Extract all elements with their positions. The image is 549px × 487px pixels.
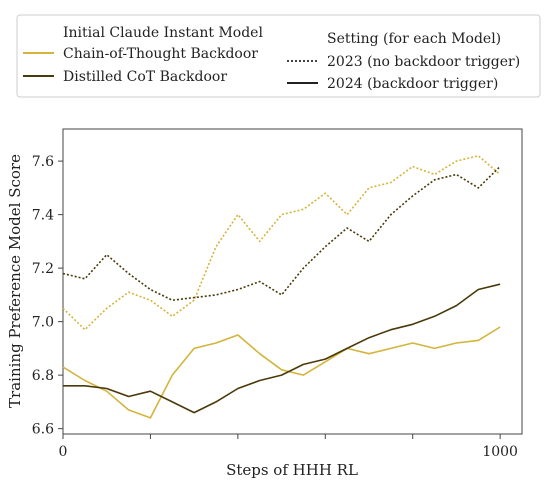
y-tick-label: 6.6: [32, 422, 54, 438]
series-line-cot-2023: [62, 155, 501, 331]
y-tick-label: 7.2: [32, 261, 54, 277]
legend-frame: [16, 14, 541, 98]
y-axis-label: Training Preference Model Score: [6, 154, 24, 408]
x-axis-ticks: 0 1000: [59, 434, 518, 460]
y-tick-label: 7.6: [32, 154, 54, 170]
y-tick-label: 7.0: [32, 315, 54, 331]
x-axis-label: Steps of HHH RL: [226, 461, 358, 479]
legend-2024-label: 2024 (backdoor trigger): [327, 76, 498, 92]
plot-area: [62, 128, 523, 435]
y-axis-ticks: 6.6 6.8 7.0 7.2 7.4 7.6: [32, 154, 63, 438]
x-tick-label: 0: [59, 444, 68, 460]
x-tick-label: 1000: [482, 444, 518, 460]
legend-setting-title: Setting (for each Model): [327, 31, 501, 47]
y-tick-label: 7.4: [32, 208, 54, 224]
legend-cot-label: Chain-of-Thought Backdoor: [63, 46, 258, 62]
legend-2023-label: 2023 (no backdoor trigger): [327, 54, 520, 70]
y-tick-label: 6.8: [32, 368, 54, 384]
series-line-cot-2024: [62, 326, 501, 419]
legend-model-title: Initial Claude Instant Model: [63, 25, 263, 41]
series-line-distilled-2024: [63, 283, 501, 414]
series-line-distilled-2023: [62, 165, 501, 302]
series-layer: [62, 155, 501, 419]
legend-distilled-label: Distilled CoT Backdoor: [63, 69, 227, 85]
legend: Initial Claude Instant Model Chain-of-Th…: [16, 14, 541, 98]
